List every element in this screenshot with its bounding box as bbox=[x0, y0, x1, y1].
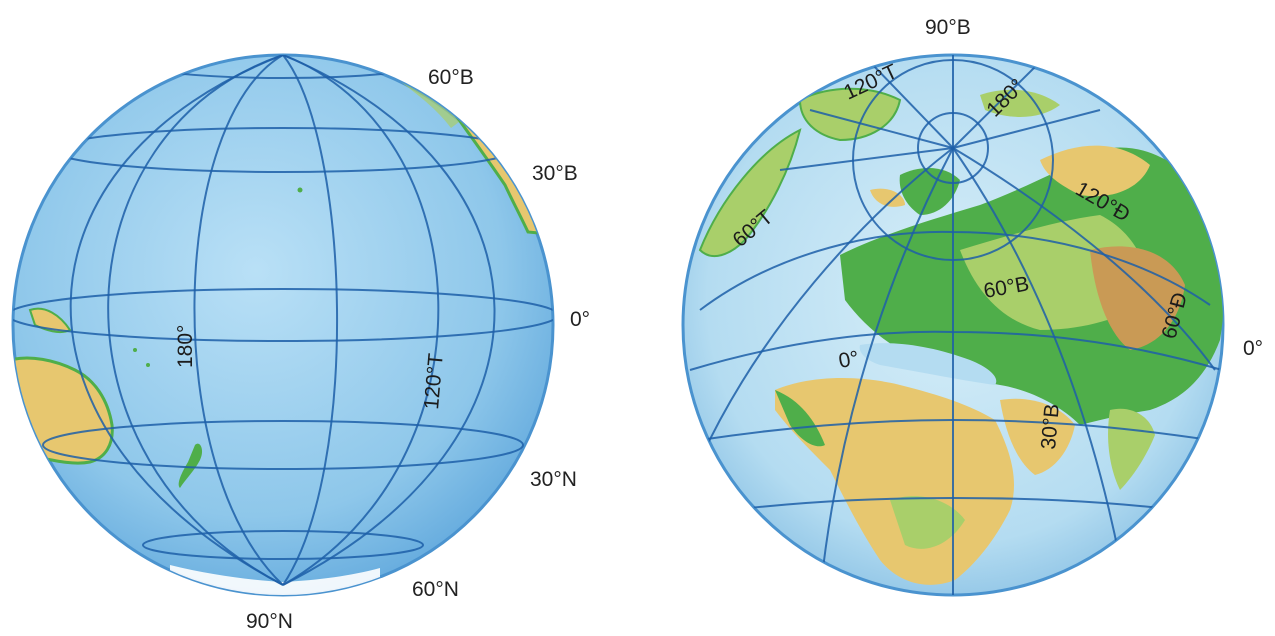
meridian-0-label: 0° bbox=[837, 347, 861, 373]
meridian-180-label: 180° bbox=[174, 325, 197, 368]
meridian-120w-label: 120°T bbox=[420, 352, 448, 410]
lat-60-north-label: 60°B bbox=[428, 66, 474, 89]
equator-label: 0° bbox=[570, 308, 590, 331]
lat-30-north-label: 30°B bbox=[532, 162, 578, 185]
new-zealand-landmass bbox=[178, 443, 203, 488]
lat-60-south-label: 60°N bbox=[412, 578, 459, 601]
north-pole-label: 90°B bbox=[925, 16, 971, 39]
south-pole-label: 90°N bbox=[246, 610, 293, 633]
north-america-rim bbox=[698, 128, 802, 258]
himalaya-highland bbox=[1090, 246, 1185, 350]
lat-30-label: 30°B bbox=[1037, 403, 1064, 451]
north-polar-hemisphere-globe: 120°T 180° 60°T 120°Đ 60°B 0° 30°B 60°Đ … bbox=[681, 16, 1263, 597]
equator-label-right: 0° bbox=[1243, 337, 1263, 360]
arabia-landmass bbox=[1000, 398, 1075, 475]
lat-30-south-label: 30°N bbox=[530, 468, 577, 491]
pacific-hemisphere-globe: 180° 120°T 60°B 30°B 0° 30°N 60°N 90°N bbox=[11, 53, 590, 633]
